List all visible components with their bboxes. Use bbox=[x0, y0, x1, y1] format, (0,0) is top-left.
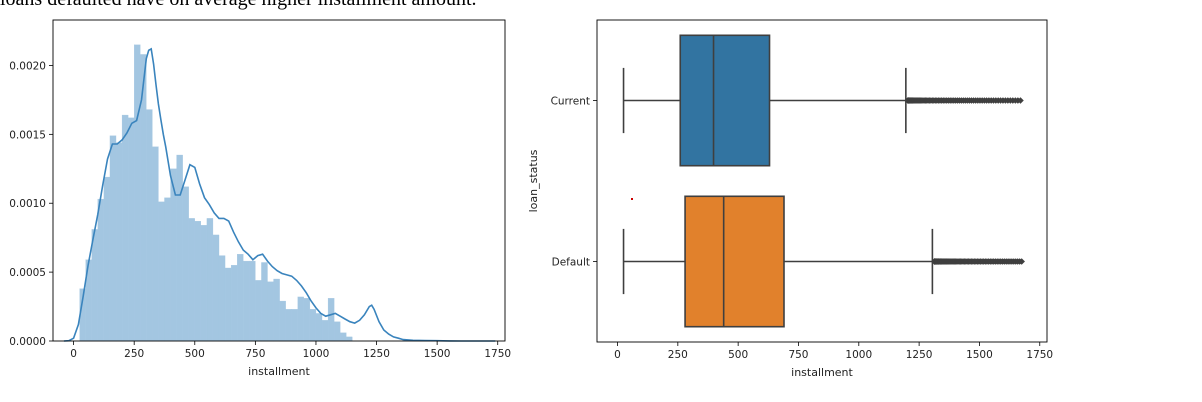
stray-dot bbox=[631, 198, 633, 200]
histogram-bar bbox=[110, 136, 116, 341]
axes-frame bbox=[597, 20, 1047, 342]
histogram-bar bbox=[183, 187, 189, 341]
box-default bbox=[685, 196, 784, 326]
y-tick-label: Default bbox=[552, 257, 590, 269]
y-tick-label: 0.0020 bbox=[9, 60, 46, 72]
x-tick-label: 0 bbox=[70, 348, 77, 360]
x-tick-label: 750 bbox=[245, 348, 265, 360]
histogram-bar bbox=[261, 262, 267, 341]
x-tick-label: 500 bbox=[185, 348, 205, 360]
x-tick-label: 500 bbox=[728, 349, 748, 361]
histogram-bar bbox=[207, 218, 213, 341]
x-tick-label: 250 bbox=[668, 349, 688, 361]
histogram-bar bbox=[286, 309, 292, 341]
boxplot-chart: Current Default 0 250 500 750 1000 1250 1500 1750… bbox=[527, 20, 1053, 379]
histogram-bar bbox=[310, 309, 316, 341]
histogram-bar bbox=[243, 261, 249, 341]
x-tick-label: 1500 bbox=[424, 348, 451, 360]
histogram-bar bbox=[255, 280, 261, 341]
histogram-bar bbox=[346, 337, 352, 341]
histogram-bar bbox=[92, 229, 98, 341]
x-tick-label: 1000 bbox=[845, 349, 872, 361]
histogram-bar bbox=[316, 313, 322, 341]
x-tick-label: 750 bbox=[788, 349, 808, 361]
histogram-bar bbox=[134, 45, 140, 341]
box-current bbox=[680, 35, 769, 165]
histogram-bar bbox=[104, 177, 110, 341]
histogram-bar bbox=[237, 254, 243, 341]
histogram-bar bbox=[298, 297, 304, 341]
histogram-bar bbox=[225, 268, 231, 341]
histogram-bar bbox=[189, 218, 195, 341]
x-tick-label: 1250 bbox=[363, 348, 390, 360]
histogram-bar bbox=[219, 256, 225, 341]
y-axis-label: loan_status bbox=[527, 149, 540, 212]
histogram-bar bbox=[152, 147, 158, 341]
y-tick-label: 0.0010 bbox=[9, 198, 46, 210]
histogram-bar bbox=[274, 279, 280, 341]
x-tick-label: 1500 bbox=[966, 349, 993, 361]
x-tick-label: 0 bbox=[614, 349, 621, 361]
histogram-bar bbox=[231, 265, 237, 341]
histogram-chart: 0 250 500 750 1000 1250 1500 1750 0.0000 0.0005 0.… bbox=[9, 20, 511, 378]
histogram-bar bbox=[116, 143, 122, 341]
y-tick-label: Current bbox=[551, 96, 590, 108]
histogram-bar bbox=[334, 322, 340, 341]
histogram-bar bbox=[122, 115, 128, 341]
x-tick-label: 1000 bbox=[303, 348, 330, 360]
histogram-bar bbox=[177, 155, 183, 341]
x-axis-label: installment bbox=[248, 365, 310, 378]
x-tick-label: 1750 bbox=[484, 348, 511, 360]
histogram-bar bbox=[304, 298, 310, 341]
histogram-bar bbox=[249, 261, 255, 341]
histogram-bar bbox=[158, 202, 164, 341]
histogram-bar bbox=[146, 110, 152, 341]
x-axis-label: installment bbox=[791, 366, 853, 379]
histogram-bar bbox=[195, 221, 201, 341]
histogram-bar bbox=[267, 282, 273, 341]
histogram-bar bbox=[280, 301, 286, 341]
histogram-bar bbox=[201, 225, 207, 341]
y-tick-label: 0.0015 bbox=[9, 129, 46, 141]
y-tick-label: 0.0000 bbox=[9, 336, 46, 348]
histogram-bar bbox=[322, 320, 328, 341]
histogram-bar bbox=[98, 199, 104, 341]
histogram-bar bbox=[164, 198, 170, 341]
x-tick-label: 1250 bbox=[906, 349, 933, 361]
histogram-bar bbox=[292, 309, 298, 341]
x-tick-label: 250 bbox=[124, 348, 144, 360]
x-tick-label: 1750 bbox=[1026, 349, 1053, 361]
histogram-bar bbox=[340, 333, 346, 341]
histogram-bar bbox=[213, 235, 219, 341]
y-tick-label: 0.0005 bbox=[9, 267, 46, 279]
histogram-bar bbox=[128, 118, 134, 341]
histogram-bar bbox=[328, 298, 334, 341]
